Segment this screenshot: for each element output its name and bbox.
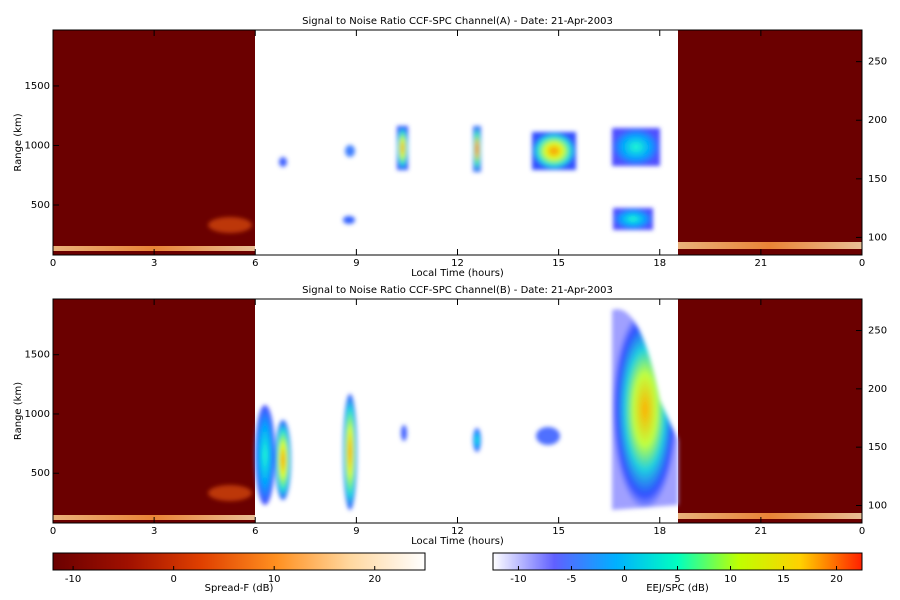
x-tick-label: 21 [755, 258, 768, 269]
y2-tick-label: 100 [868, 501, 887, 512]
x-tick-label: 18 [653, 526, 666, 537]
x-tick-label: 3 [151, 526, 157, 537]
colorbar-label: EEJ/SPC (dB) [646, 583, 709, 594]
colorbar-tick-label: 10 [268, 574, 281, 585]
colorbar-tick-label: 5 [674, 574, 680, 585]
x-tick-label: 15 [552, 258, 565, 269]
plot-frame [52, 29, 863, 256]
y2-tick-label: 200 [868, 115, 887, 126]
colorbar-tick-label: 0 [170, 574, 176, 585]
plot-frame [52, 298, 863, 524]
x-tick-label: 0 [50, 526, 56, 537]
colorbar-tick-label: -5 [566, 574, 576, 585]
chart-title: Signal to Noise Ratio CCF-SPC Channel(A)… [302, 16, 613, 27]
x-tick-label: 6 [252, 258, 258, 269]
x-tick-label: 6 [252, 526, 258, 537]
x-tick-label: 15 [552, 526, 565, 537]
y-axis-label: Range (km) [13, 113, 24, 171]
panel-b-image [53, 299, 862, 523]
y-tick-label: 500 [31, 468, 50, 479]
colorbar-tick-label: 20 [830, 574, 843, 585]
x-tick-label: 9 [353, 258, 359, 269]
colorbar-label: Spread-F (dB) [205, 583, 274, 594]
y2-tick-label: 150 [868, 442, 887, 453]
x-tick-label: 0 [859, 258, 865, 269]
x-tick-label: 12 [451, 258, 464, 269]
x-tick-label: 0 [859, 526, 865, 537]
x-tick-label: 0 [50, 258, 56, 269]
colorbar-tick-label: -10 [510, 574, 526, 585]
y2-tick-label: 150 [868, 174, 887, 185]
colorbar-tick-label: 10 [724, 574, 737, 585]
y2-tick-label: 250 [868, 57, 887, 68]
colorbar [52, 552, 426, 571]
y-axis-label: Range (km) [13, 382, 24, 440]
y-tick-label: 1500 [25, 350, 50, 361]
colorbar-tick-label: 0 [621, 574, 627, 585]
y-tick-label: 1500 [25, 81, 50, 92]
x-axis-label: Local Time (hours) [411, 536, 504, 547]
x-tick-label: 3 [151, 258, 157, 269]
x-tick-label: 18 [653, 258, 666, 269]
x-tick-label: 12 [451, 526, 464, 537]
x-axis-label: Local Time (hours) [411, 268, 504, 279]
y2-tick-label: 200 [868, 384, 887, 395]
y2-tick-label: 250 [868, 326, 887, 337]
colorbar-tick-label: -10 [65, 574, 81, 585]
x-tick-label: 21 [755, 526, 768, 537]
y2-tick-label: 100 [868, 232, 887, 243]
y-tick-label: 1000 [25, 140, 50, 151]
panel-a-image [53, 30, 862, 255]
chart-title: Signal to Noise Ratio CCF-SPC Channel(B)… [302, 285, 613, 296]
y-tick-label: 1000 [25, 409, 50, 420]
y-tick-label: 500 [31, 200, 50, 211]
x-tick-label: 9 [353, 526, 359, 537]
colorbar-tick-label: 15 [777, 574, 790, 585]
colorbar-tick-label: 20 [368, 574, 381, 585]
